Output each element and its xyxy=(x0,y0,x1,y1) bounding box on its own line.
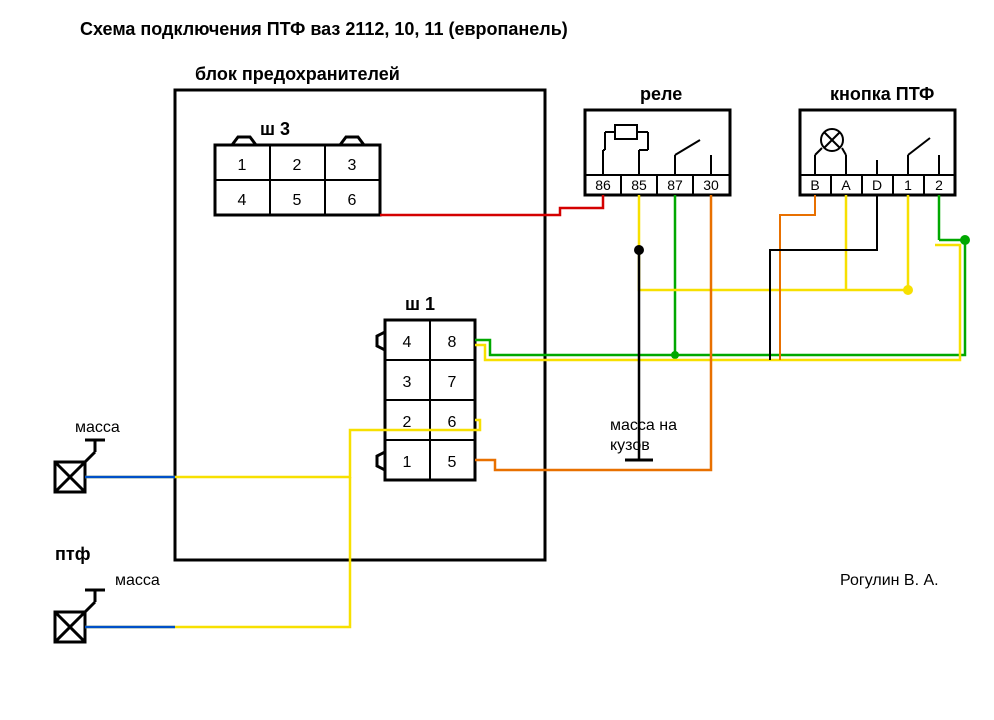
svg-text:5: 5 xyxy=(448,454,457,471)
svg-text:5: 5 xyxy=(293,192,302,209)
svg-text:A: A xyxy=(841,177,851,193)
mass2-label: масса xyxy=(115,572,160,589)
button-label: кнопка ПТФ xyxy=(830,84,934,104)
wire-black-d xyxy=(770,195,877,360)
diagram-title: Схема подключения ПТФ ваз 2112, 10, 11 (… xyxy=(80,19,568,39)
mass1-label: масса xyxy=(75,419,120,436)
lamp-top xyxy=(55,440,105,492)
button-box: B A D 1 2 xyxy=(800,110,955,195)
svg-text:D: D xyxy=(872,177,882,193)
mass-body-label: масса на xyxy=(610,417,677,434)
wire-yellow-lamp1 xyxy=(85,420,480,477)
svg-text:7: 7 xyxy=(448,374,457,391)
svg-text:86: 86 xyxy=(595,177,611,193)
wire-orange-b xyxy=(780,195,815,360)
sh3-label: ш 3 xyxy=(260,119,290,139)
wire-green-main xyxy=(475,240,965,355)
svg-text:1: 1 xyxy=(403,454,412,471)
author-label: Рогулин В. А. xyxy=(840,572,939,589)
svg-text:2: 2 xyxy=(935,177,943,193)
svg-text:1: 1 xyxy=(904,177,912,193)
fusebox-label: блок предохранителей xyxy=(195,64,400,84)
svg-text:6: 6 xyxy=(348,192,357,209)
svg-text:30: 30 xyxy=(703,177,719,193)
svg-text:2: 2 xyxy=(403,414,412,431)
sh3-connector: 1 2 3 4 5 6 xyxy=(215,137,380,215)
svg-text:6: 6 xyxy=(448,414,457,431)
svg-text:4: 4 xyxy=(403,334,412,351)
wire-yellow-relay-btn xyxy=(639,195,908,290)
ptf-label: птф xyxy=(55,544,91,564)
svg-text:8: 8 xyxy=(448,334,457,351)
wire-yellow-lamp2 xyxy=(85,477,350,627)
wiring-diagram: Схема подключения ПТФ ваз 2112, 10, 11 (… xyxy=(0,0,994,720)
relay-box: 86 85 87 30 xyxy=(585,110,730,195)
svg-text:1: 1 xyxy=(238,157,247,174)
svg-text:85: 85 xyxy=(631,177,647,193)
svg-text:4: 4 xyxy=(238,192,247,209)
svg-text:B: B xyxy=(810,177,819,193)
relay-label: реле xyxy=(640,84,682,104)
svg-text:2: 2 xyxy=(293,157,302,174)
sh1-connector: 4 8 3 7 2 6 1 5 xyxy=(377,320,475,480)
sh1-label: ш 1 xyxy=(405,294,435,314)
mass-body-label2: кузов xyxy=(610,437,650,454)
svg-text:3: 3 xyxy=(403,374,412,391)
fusebox-rect xyxy=(175,90,545,560)
wire-red xyxy=(380,195,603,215)
svg-text:3: 3 xyxy=(348,157,357,174)
svg-text:87: 87 xyxy=(667,177,683,193)
wire-yellow-main xyxy=(475,245,960,360)
lamp-bottom xyxy=(55,590,105,642)
